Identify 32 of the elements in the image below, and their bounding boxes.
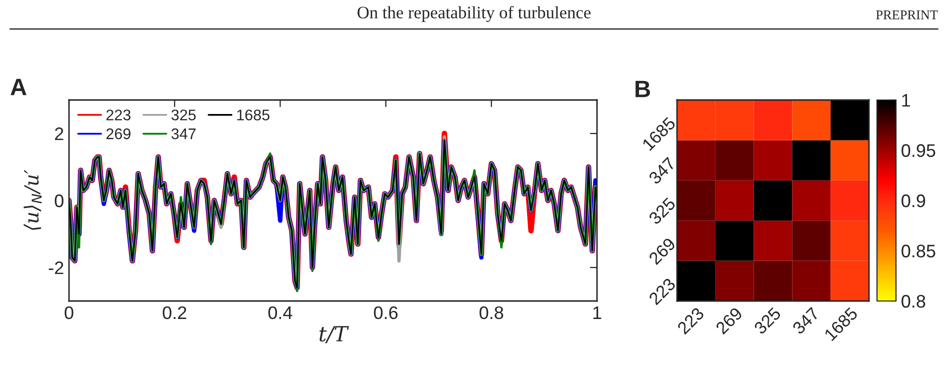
y-tick-label: 347 bbox=[648, 156, 676, 185]
color-bar-label: 0.8 bbox=[902, 294, 926, 308]
color-bar-label: 0.9 bbox=[902, 194, 926, 208]
color-bar-label: 0.85 bbox=[902, 244, 936, 258]
y-tick-label: 0 bbox=[54, 194, 64, 208]
y-tick-label: 269 bbox=[648, 237, 676, 266]
x-tick-label: 347 bbox=[792, 306, 820, 335]
y-axis-title: ⟨u⟩$_{N}$/u′ bbox=[24, 170, 42, 230]
y-tick-label: -2 bbox=[48, 261, 64, 274]
x-tick-label: 325 bbox=[753, 306, 782, 335]
x-tick-label: 0.6 bbox=[374, 306, 398, 320]
color-bar-label: 0.95 bbox=[902, 144, 936, 157]
x-tick-label: 1 bbox=[593, 306, 602, 319]
text: PREPRINT bbox=[876, 10, 938, 20]
x-tick-label: 0.4 bbox=[268, 306, 292, 320]
x-tick-label: 0.8 bbox=[480, 306, 504, 320]
x-tick-label: 0.2 bbox=[162, 306, 186, 320]
legend-label: 325 bbox=[171, 110, 196, 120]
y-tick-label: 325 bbox=[648, 196, 676, 226]
x-axis-title: t/T bbox=[319, 326, 349, 344]
text: B bbox=[636, 80, 650, 98]
legend-label: 347 bbox=[171, 128, 196, 140]
x-tick-label: 269 bbox=[715, 306, 744, 335]
color-bar-label: 1 bbox=[902, 94, 910, 107]
text: A bbox=[10, 78, 26, 96]
x-tick-label: 0 bbox=[64, 306, 74, 320]
text: On the repeatability of turbulence bbox=[358, 6, 591, 22]
x-tick-label: 223 bbox=[676, 306, 705, 335]
y-tick-label: 2 bbox=[55, 127, 64, 140]
legend-label: 1685 bbox=[237, 110, 270, 120]
legend-label: 223 bbox=[106, 110, 130, 120]
legend-label: 269 bbox=[106, 128, 130, 140]
